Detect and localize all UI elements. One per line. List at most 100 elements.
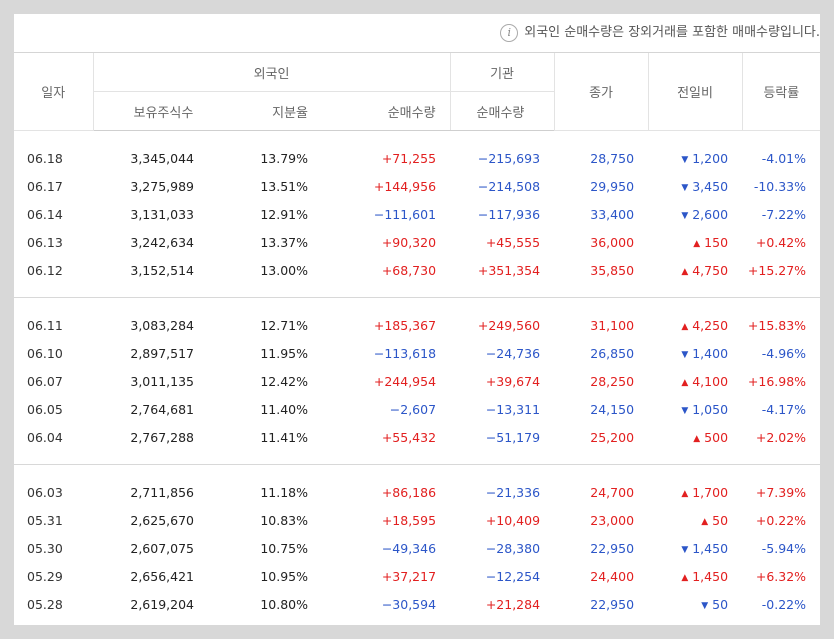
cell-ratio: 12.71% — [260, 317, 308, 333]
cell-holdings: 3,011,135 — [130, 373, 194, 389]
table-row: 06.03 2,711,856 11.18% +86,186 −21,336 24,700… — [14, 478, 820, 506]
cell-holdings: 3,131,033 — [130, 206, 194, 222]
change-value: 1,400 — [692, 345, 729, 361]
col-ratio-header: 지분율 — [208, 91, 322, 131]
cell-change: ▼ 1,200 — [648, 144, 742, 172]
change-value: 2,600 — [692, 206, 729, 222]
col-holdings-header: 보유주식수 — [92, 91, 208, 131]
cell-ratio: 13.00% — [260, 262, 308, 278]
cell-inst-net: +351,354 — [477, 262, 541, 278]
cell-date: 06.04 — [27, 429, 63, 445]
up-triangle-icon: ▲ — [701, 516, 709, 527]
cell-foreign-net: +71,255 — [381, 150, 437, 166]
cell-foreign-net: +68,730 — [381, 262, 437, 278]
cell-rate: -4.96% — [761, 345, 807, 361]
up-triangle-icon: ▲ — [693, 433, 701, 444]
down-triangle-icon: ▼ — [701, 600, 709, 611]
down-triangle-icon: ▼ — [681, 154, 689, 165]
table-row: 06.18 3,345,044 13.79% +71,255 −215,693 28,75… — [14, 144, 820, 172]
cell-ratio: 10.83% — [260, 512, 308, 528]
cell-ratio: 11.40% — [260, 401, 308, 417]
cell-holdings: 3,345,044 — [130, 150, 194, 166]
cell-holdings: 3,083,284 — [130, 317, 194, 333]
cell-inst-net: +10,409 — [485, 512, 541, 528]
cell-close: 25,200 — [590, 429, 635, 445]
change-value: 3,450 — [692, 178, 729, 194]
cell-close: 24,150 — [590, 401, 635, 417]
cell-ratio: 12.42% — [260, 373, 308, 389]
col-date-header: 일자 — [14, 52, 93, 131]
cell-change: ▼ 1,400 — [648, 339, 742, 367]
cell-close: 31,100 — [590, 317, 635, 333]
cell-date: 05.30 — [27, 540, 63, 556]
cell-date: 06.03 — [27, 484, 63, 500]
cell-change: ▲ 150 — [648, 228, 742, 256]
table-row: 06.17 3,275,989 13.51% +144,956 −214,508 29,9… — [14, 172, 820, 200]
cell-change: ▲ 50 — [648, 506, 742, 534]
cell-change: ▲ 4,250 — [648, 311, 742, 339]
cell-date: 05.29 — [27, 568, 63, 584]
cell-foreign-net: +18,595 — [381, 512, 437, 528]
cell-change: ▲ 500 — [648, 423, 742, 451]
change-value: 1,450 — [692, 568, 729, 584]
table-row: 06.12 3,152,514 13.00% +68,730 +351,354 35,85… — [14, 256, 820, 284]
cell-close: 24,700 — [590, 484, 635, 500]
cell-date: 06.18 — [27, 150, 63, 166]
cell-rate: -0.22% — [761, 596, 807, 612]
cell-rate: +7.39% — [755, 484, 807, 500]
cell-close: 33,400 — [590, 206, 635, 222]
change-value: 50 — [712, 512, 729, 528]
cell-rate: -4.17% — [761, 401, 807, 417]
table-row: 05.31 2,625,670 10.83% +18,595 +10,409 23,000… — [14, 506, 820, 534]
cell-foreign-net: −113,618 — [373, 345, 437, 361]
up-triangle-icon: ▲ — [693, 238, 701, 249]
up-triangle-icon: ▲ — [681, 488, 689, 499]
cell-close: 36,000 — [590, 234, 635, 250]
cell-holdings: 2,656,421 — [130, 568, 194, 584]
cell-change: ▼ 1,450 — [648, 534, 742, 562]
cell-foreign-net: −2,607 — [389, 401, 437, 417]
cell-foreign-net: +144,956 — [373, 178, 437, 194]
cell-date: 06.11 — [27, 317, 63, 333]
cell-rate: +0.22% — [755, 512, 807, 528]
cell-date: 06.05 — [27, 401, 63, 417]
cell-foreign-net: −49,346 — [381, 540, 437, 556]
cell-inst-net: −24,736 — [485, 345, 541, 361]
cell-holdings: 2,619,204 — [130, 596, 194, 612]
cell-foreign-net: +244,954 — [373, 373, 437, 389]
cell-inst-net: +249,560 — [477, 317, 541, 333]
col-foreign-header: 외국인 — [92, 52, 451, 92]
cell-inst-net: +21,284 — [485, 596, 541, 612]
cell-foreign-net: +55,432 — [381, 429, 437, 445]
cell-inst-net: −214,508 — [477, 178, 541, 194]
up-triangle-icon: ▲ — [681, 377, 689, 388]
col-inst-net-header: 순매수량 — [449, 91, 555, 131]
cell-ratio: 13.51% — [260, 178, 308, 194]
cell-rate: +6.32% — [755, 568, 807, 584]
up-triangle-icon: ▲ — [681, 266, 689, 277]
cell-rate: +2.02% — [755, 429, 807, 445]
cell-holdings: 3,275,989 — [130, 178, 194, 194]
change-value: 50 — [712, 596, 729, 612]
down-triangle-icon: ▼ — [681, 544, 689, 555]
cell-foreign-net: +37,217 — [381, 568, 437, 584]
cell-change: ▲ 4,750 — [648, 256, 742, 284]
cell-rate: +0.42% — [755, 234, 807, 250]
table-row: 06.07 3,011,135 12.42% +244,954 +39,674 28,25… — [14, 367, 820, 395]
cell-inst-net: −13,311 — [485, 401, 541, 417]
cell-ratio: 10.75% — [260, 540, 308, 556]
cell-holdings: 3,242,634 — [130, 234, 194, 250]
table-row: 05.28 2,619,204 10.80% −30,594 +21,284 22,950… — [14, 590, 820, 618]
notice-text: 외국인 순매수량은 장외거래를 포함한 매매수량입니다. — [524, 25, 820, 40]
cell-close: 26,850 — [590, 345, 635, 361]
group-divider — [14, 464, 820, 465]
cell-change: ▲ 1,450 — [648, 562, 742, 590]
cell-rate: -10.33% — [753, 178, 807, 194]
cell-date: 06.10 — [27, 345, 63, 361]
col-close-header: 종가 — [553, 52, 649, 131]
info-icon: i — [500, 24, 519, 42]
cell-change: ▼ 1,050 — [648, 395, 742, 423]
cell-close: 28,250 — [590, 373, 635, 389]
cell-rate: -4.01% — [761, 150, 807, 166]
up-triangle-icon: ▲ — [681, 572, 689, 583]
